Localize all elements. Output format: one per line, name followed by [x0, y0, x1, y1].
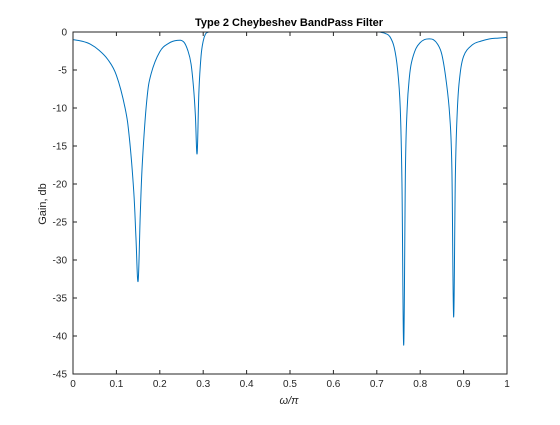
axes: 0 0.1 0.2 0.3 0.4 0.5 0.6 0.7 0.8 0.9 1 0 -5 -10 -15 -2… — [53, 28, 511, 391]
x-tick-label: 0.2 — [153, 379, 167, 390]
x-tick-label: 0.1 — [109, 379, 123, 390]
y-axis-label: Gain, db — [37, 183, 49, 225]
y-tick-label: -35 — [53, 294, 68, 305]
y-tick-label: -45 — [53, 370, 68, 381]
y-tick-label: -5 — [58, 66, 67, 77]
x-tick-label: 0.4 — [240, 379, 254, 390]
x-tick-label: 0.9 — [457, 379, 471, 390]
x-tick-label: 0.6 — [326, 379, 340, 390]
axes-box — [72, 31, 508, 375]
y-tick-label: -20 — [53, 180, 68, 191]
x-tick-label: 0.7 — [370, 379, 384, 390]
x-axis-label: ω/π — [280, 395, 300, 407]
x-tick-label: 0.8 — [413, 379, 427, 390]
y-tick-label: 0 — [61, 28, 67, 39]
y-tick-label: -30 — [53, 256, 68, 267]
plot-area — [72, 31, 508, 374]
y-tick-label: -40 — [53, 332, 68, 343]
x-tick-label: 0.5 — [283, 379, 297, 390]
y-tick-label: -10 — [53, 104, 68, 115]
chart-title: Type 2 Cheybeshev BandPass Filter — [195, 17, 384, 29]
x-tick-label: 1 — [504, 379, 510, 390]
plot-background — [73, 32, 507, 374]
x-tick-label: 0 — [70, 379, 76, 390]
y-tick-label: -25 — [53, 218, 68, 229]
y-tick-label: -15 — [53, 142, 68, 153]
x-tick-label: 0.3 — [196, 379, 210, 390]
